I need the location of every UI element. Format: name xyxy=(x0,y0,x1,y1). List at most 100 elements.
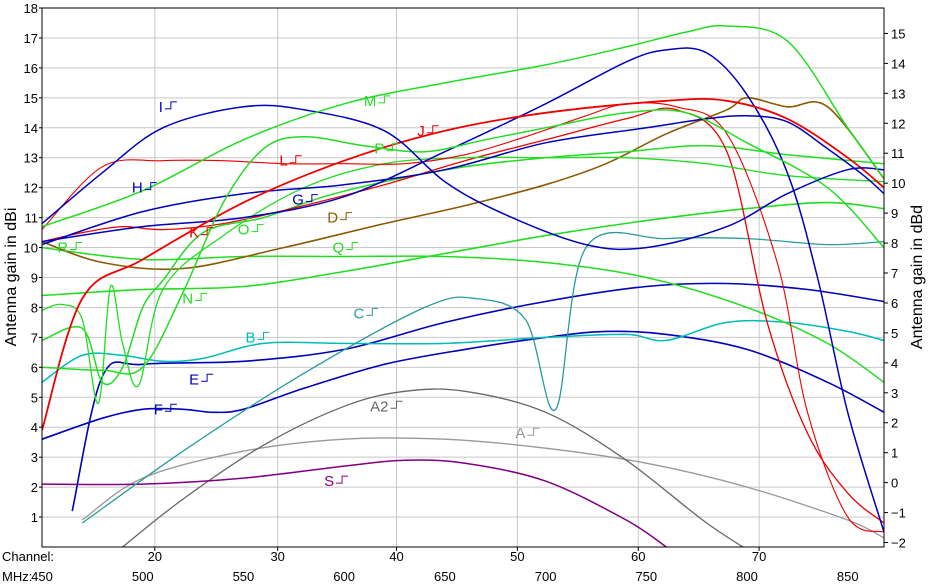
x-axis-tick-labels: 20 30 40 50 60 70 450 500 550 600 650 700 750 800 850 xyxy=(31,547,859,584)
left-tick-label: 16 xyxy=(24,61,38,76)
left-tick-label: 18 xyxy=(24,1,38,16)
left-tick-label: 5 xyxy=(31,390,38,405)
series-line-i xyxy=(42,104,884,251)
series-label-r: R xyxy=(57,240,68,257)
series-label-connector xyxy=(386,143,399,152)
series-line-b xyxy=(42,319,884,383)
series-line-f xyxy=(42,330,884,440)
series-label-connector xyxy=(289,155,302,164)
series-label-h: H xyxy=(132,180,143,197)
series-label-l: L xyxy=(279,153,287,170)
mhz-tick-label: 600 xyxy=(333,569,355,584)
series-label-connector xyxy=(164,403,177,412)
left-tick-label: 2 xyxy=(31,480,38,495)
right-tick-label: 13 xyxy=(891,86,905,101)
right-tick-label: 4 xyxy=(891,356,898,371)
series-line-q xyxy=(42,246,884,383)
mhz-tick-label: 500 xyxy=(132,569,154,584)
mhz-tick-label: 450 xyxy=(31,569,53,584)
mhz-tick-label: 550 xyxy=(233,569,255,584)
series-label-n: N xyxy=(182,290,193,307)
series-label-connector xyxy=(305,194,318,203)
series-label-i: I xyxy=(159,99,163,116)
series-line-j xyxy=(42,98,884,431)
right-tick-label: −1 xyxy=(891,506,906,521)
right-tick-label: 5 xyxy=(891,326,898,341)
channel-tick-label: 50 xyxy=(510,549,524,564)
mhz-axis-label: MHz: xyxy=(2,569,32,584)
left-tick-label: 13 xyxy=(24,151,38,166)
series-label-connector xyxy=(70,242,83,251)
right-tick-label: 1 xyxy=(891,446,898,461)
channel-axis-label: Channel: xyxy=(2,549,54,564)
series-label-m: M xyxy=(364,93,377,110)
right-tick-label: 2 xyxy=(891,416,898,431)
series-line-e xyxy=(71,282,884,512)
right-tick-label: 11 xyxy=(891,146,905,161)
right-tick-label: 0 xyxy=(891,476,898,491)
series-label-connector xyxy=(251,224,264,233)
left-tick-label: 14 xyxy=(24,121,38,136)
series-label-connector xyxy=(164,101,177,110)
series-label-g: G xyxy=(292,192,304,209)
series-label-a2: A2 xyxy=(370,398,388,415)
left-tick-label: 9 xyxy=(31,271,38,286)
series-line-c xyxy=(81,232,884,524)
series-label-f: F xyxy=(154,401,163,418)
left-tick-label: 8 xyxy=(31,300,38,315)
series-group xyxy=(42,24,884,547)
series-label-k: K xyxy=(189,225,199,242)
series-label-j: J xyxy=(417,123,425,140)
series-label-connector xyxy=(346,242,359,251)
channel-tick-label: 70 xyxy=(752,549,766,564)
series-line-g xyxy=(42,47,884,533)
series-label-o: O xyxy=(238,222,250,239)
right-tick-label: 3 xyxy=(891,386,898,401)
series-line-p xyxy=(42,109,884,375)
left-tick-label: 4 xyxy=(31,420,38,435)
right-tick-label: 12 xyxy=(891,116,905,131)
series-label-connector xyxy=(201,373,214,382)
right-tick-label: 10 xyxy=(891,176,905,191)
channel-tick-label: 20 xyxy=(148,549,162,564)
series-label-connector xyxy=(195,292,208,301)
series-lines xyxy=(42,24,884,547)
series-line-d xyxy=(42,96,884,271)
series-line-h xyxy=(42,114,884,246)
mhz-tick-label: 650 xyxy=(434,569,456,584)
right-tick-label: 8 xyxy=(891,236,898,251)
mhz-tick-label: 750 xyxy=(635,569,657,584)
series-labels: A A2 S F E B C N QD O K R L G H J P I M xyxy=(57,93,540,490)
channel-tick-label: 60 xyxy=(631,549,645,564)
mhz-tick-label: 800 xyxy=(736,569,758,584)
left-tick-label: 17 xyxy=(24,31,38,46)
series-label-connector xyxy=(340,212,353,221)
right-tick-label: 9 xyxy=(891,206,898,221)
series-label-connector xyxy=(144,182,157,191)
series-line-a2 xyxy=(122,388,745,547)
series-label-b: B xyxy=(246,329,256,346)
left-tick-label: 12 xyxy=(24,181,38,196)
right-tick-label: 15 xyxy=(891,26,905,41)
series-line-m xyxy=(42,24,884,228)
series-label-connector xyxy=(527,427,540,436)
left-tick-label: 6 xyxy=(31,360,38,375)
left-tick-label: 7 xyxy=(31,330,38,345)
right-tick-label: 6 xyxy=(891,296,898,311)
series-line-a xyxy=(81,437,884,539)
series-label-connector xyxy=(390,400,403,409)
right-axis-title: Antenna gain in dBd xyxy=(909,205,926,349)
series-label-connector xyxy=(257,331,270,340)
mhz-tick-label: 850 xyxy=(837,569,859,584)
left-tick-label: 3 xyxy=(31,450,38,465)
right-tick-label: −2 xyxy=(891,536,906,551)
left-tick-label: 1 xyxy=(31,510,38,525)
right-tick-label: 14 xyxy=(891,56,905,71)
left-tick-label: 10 xyxy=(24,241,38,256)
series-label-e: E xyxy=(189,371,199,388)
series-label-p: P xyxy=(374,141,384,158)
series-label-connector xyxy=(201,227,214,236)
